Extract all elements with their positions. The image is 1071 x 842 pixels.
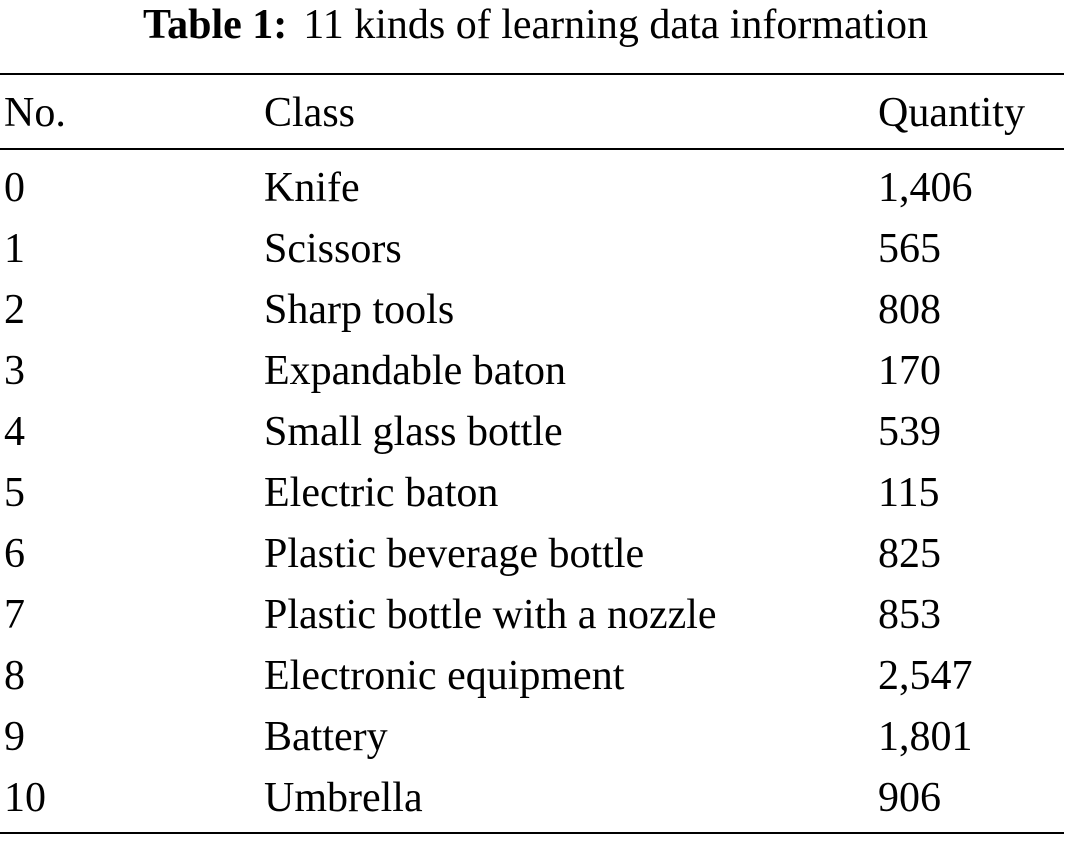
cell-class: Small glass bottle [264, 409, 563, 455]
column-header-quantity: Quantity [878, 90, 1025, 136]
cell-no: 3 [4, 348, 25, 394]
table-row: 2 Sharp tools 808 [0, 280, 1064, 341]
column-header-no: No. [4, 90, 66, 136]
cell-class: Sharp tools [264, 287, 455, 333]
cell-no: 9 [4, 714, 25, 760]
table-row: 10 Umbrella 906 [0, 768, 1064, 829]
table-top-rule [0, 73, 1064, 75]
table-bottom-rule [0, 832, 1064, 834]
table-caption: Table 1: 11 kinds of learning data inform… [0, 0, 1071, 50]
cell-quantity: 808 [878, 287, 941, 333]
cell-class: Knife [264, 165, 360, 211]
cell-quantity: 539 [878, 409, 941, 455]
cell-quantity: 853 [878, 592, 941, 638]
table-caption-text: 11 kinds of learning data information [303, 2, 929, 48]
table-row: 8 Electronic equipment 2,547 [0, 646, 1064, 707]
cell-class: Umbrella [264, 775, 423, 821]
cell-class: Electric baton [264, 470, 499, 516]
cell-no: 6 [4, 531, 25, 577]
table-row: 0 Knife 1,406 [0, 158, 1064, 219]
cell-class: Plastic bottle with a nozzle [264, 592, 717, 638]
cell-class: Scissors [264, 226, 402, 272]
cell-class: Expandable baton [264, 348, 567, 394]
table-row: 5 Electric baton 115 [0, 463, 1064, 524]
cell-quantity: 1,801 [878, 714, 973, 760]
cell-quantity: 2,547 [878, 653, 973, 699]
cell-no: 0 [4, 165, 25, 211]
cell-quantity: 825 [878, 531, 941, 577]
cell-class: Plastic beverage bottle [264, 531, 645, 577]
table-row: 7 Plastic bottle with a nozzle 853 [0, 585, 1064, 646]
column-header-class: Class [264, 90, 356, 136]
table-row: 1 Scissors 565 [0, 219, 1064, 280]
table-row: 6 Plastic beverage bottle 825 [0, 524, 1064, 585]
cell-no: 10 [4, 775, 46, 821]
cell-no: 4 [4, 409, 25, 455]
cell-quantity: 565 [878, 226, 941, 272]
cell-no: 5 [4, 470, 25, 516]
table-row: 9 Battery 1,801 [0, 707, 1064, 768]
cell-quantity: 115 [878, 470, 940, 516]
table-header-rule [0, 148, 1064, 150]
table-row: 4 Small glass bottle 539 [0, 402, 1064, 463]
table-caption-label: Table 1: [142, 2, 288, 48]
cell-class: Electronic equipment [264, 653, 625, 699]
cell-no: 8 [4, 653, 25, 699]
table-header-row: No. Class Quantity [0, 80, 1064, 146]
cell-no: 1 [4, 226, 25, 272]
cell-no: 7 [4, 592, 25, 638]
cell-quantity: 170 [878, 348, 941, 394]
cell-quantity: 1,406 [878, 165, 973, 211]
cell-class: Battery [264, 714, 388, 760]
cell-no: 2 [4, 287, 25, 333]
cell-quantity: 906 [878, 775, 941, 821]
table-row: 3 Expandable baton 170 [0, 341, 1064, 402]
